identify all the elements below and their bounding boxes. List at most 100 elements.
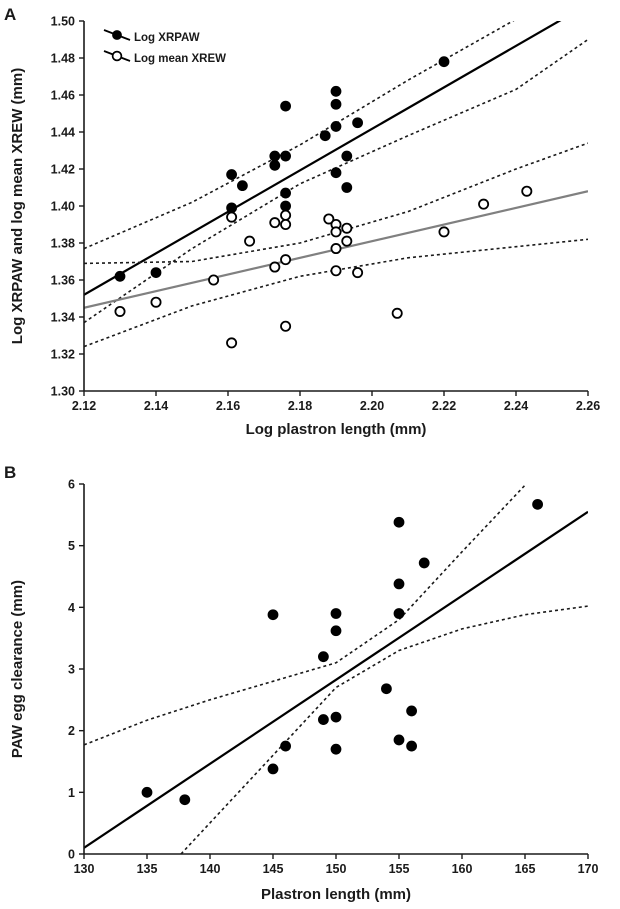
panel-a-letter: A [4,5,16,24]
panel-b-series-0-point [179,794,191,806]
panel-b-y-tick-label: 3 [68,663,75,677]
panel-a-log-mean-xrew-point [269,217,281,229]
panel-b-series-0-point [418,557,430,569]
panel-a-log-mean-xrew-point [352,267,364,279]
panel-b-y-tick-label: 6 [68,478,75,492]
panel-a-log-xrpaw-fit-line [84,21,562,296]
panel-a-log-mean-xrew-point [208,274,220,286]
panel-b-series-0-point [393,734,405,746]
panel-a-log-mean-xrew-point [269,261,281,273]
panel-b-series-0-point [280,740,292,752]
panel-b-x-axis-title: Plastron length (mm) [261,886,411,903]
panel-b-y-tick-label: 4 [68,601,75,615]
panel-b-series-0-point [406,740,418,752]
panel-a-log-xrpaw-point [330,85,342,97]
panel-b-series-0-point [330,608,342,619]
panel-b-x-tick-label: 170 [578,862,599,876]
panel-a-log-xrpaw-point [330,121,342,132]
legend-marker-1 [111,50,123,62]
panel-a-log-xrpaw-point [150,267,162,279]
panel-a-y-tick-label: 1.50 [51,15,75,29]
panel-a-y-tick-label: 1.38 [51,237,75,251]
panel-b-y-tick-label: 0 [68,848,75,862]
panel-a-x-tick-label: 2.24 [504,399,528,413]
panel-a-log-xrpaw-point [280,150,292,162]
panel-b-series-0-point [330,743,342,755]
panel-a-log-xrpaw-point [237,180,248,192]
panel-a-log-mean-xrew-point [280,320,292,332]
panel-a-log-mean-xrew-point [226,337,238,349]
panel-a-log-xrpaw-point [280,187,292,199]
panel-b-x-tick-label: 150 [326,862,347,876]
legend-entry-log-mean-xrew: Log mean XREW [134,53,226,65]
panel-b-x-tick-label: 155 [389,862,410,876]
panel-b-series-0-point [532,498,543,510]
panel-b-x-tick-label: 160 [452,862,473,876]
panel-b-series-0-point [330,625,342,637]
panel-b-series-0-point [318,714,329,725]
panel-a-y-tick-label: 1.40 [51,200,75,214]
panel-a-x-tick-label: 2.26 [576,399,600,413]
panel-b-letter: B [4,463,16,482]
panel-a-log-xrpaw-point [280,200,292,212]
panel-b-series-0-ci-lower [180,605,588,854]
panel-a-log-xrpaw-point [330,98,342,110]
panel-b: B PAW egg clearance (mm) Plastron length… [4,463,598,903]
panel-b-series-0-point [393,516,405,528]
panel-b-y-axis-title: PAW egg clearance (mm) [9,580,26,758]
panel-a-log-xrpaw-ci-upper [84,21,515,250]
panel-a: A Log XRPAW and log mean XREW (mm) Log p… [4,5,601,438]
panel-b-y-tick-label: 2 [68,724,75,738]
panel-a-log-mean-xrew-point [323,213,335,225]
panel-b-x-tick-label: 135 [137,862,158,876]
panel-a-log-xrpaw-point [280,100,292,112]
panel-a-log-mean-xrew-point [341,235,353,247]
panel-a-log-xrpaw-ci-lower [84,38,588,324]
panel-a-y-tick-label: 1.44 [51,126,75,140]
panel-b-x-tick-label: 130 [74,862,95,876]
panel-a-log-xrpaw-point [341,150,353,162]
panel-a-log-xrpaw-point [341,182,353,193]
panel-a-log-mean-xrew-ci-upper [84,142,588,265]
panel-b-y-tick-label: 1 [68,786,75,800]
panel-b-series-0-point [393,578,405,590]
panel-a-log-mean-xrew-point [478,198,490,210]
panel-a-y-tick-label: 1.36 [51,274,75,288]
panel-a-log-xrpaw-point [438,56,450,68]
panel-b-x-tick-label: 165 [515,862,536,876]
panel-a-x-tick-label: 2.20 [360,399,384,413]
panel-a-log-xrpaw-point [226,202,238,214]
panel-a-log-mean-xrew-ci-lower [84,238,588,348]
panel-a-y-tick-label: 1.46 [51,89,75,103]
panel-b-series-0-point [267,609,279,621]
panel-a-log-mean-xrew-point [280,254,292,266]
panel-a-log-mean-xrew-point [438,226,450,238]
panel-a-log-xrpaw-point [352,117,364,129]
panel-a-y-tick-label: 1.42 [51,163,75,177]
panel-a-plot-area: 2.12 2.14 2.16 2.18 2.20 2.22 2.24 2.26 1.30 1.32… [51,15,601,414]
panel-a-log-mean-xrew-point [341,222,353,234]
panel-a-x-axis-title: Log plastron length (mm) [246,421,427,438]
panel-a-log-mean-xrew-point [330,226,342,238]
panel-a-log-mean-xrew-point [226,211,238,223]
panel-b-x-tick-label: 145 [263,862,284,876]
panel-a-log-xrpaw-point [269,150,281,162]
panel-a-x-tick-label: 2.18 [288,399,312,413]
panel-a-y-tick-label: 1.34 [51,311,75,325]
panel-a-log-mean-xrew-point [330,265,342,277]
panel-b-series-0-point [393,608,405,619]
panel-a-log-mean-xrew-point [244,235,256,247]
panel-a-log-mean-xrew-point [114,305,126,317]
panel-a-y-tick-label: 1.30 [51,385,75,399]
panel-b-series-0-point [406,705,418,717]
panel-a-log-xrpaw-point [114,270,126,282]
panel-a-log-mean-xrew-point [330,243,342,255]
panel-a-log-xrpaw-point [330,167,342,179]
panel-a-log-mean-xrew-point [150,296,162,308]
legend-entry-log-xrpaw: Log XRPAW [134,32,200,44]
panel-a-legend: Log XRPAW Log mean XREW [103,29,226,65]
panel-a-log-xrpaw-point [319,130,331,142]
panel-a-log-mean-xrew-point [280,209,292,221]
panel-a-y-tick-label: 1.32 [51,348,75,362]
